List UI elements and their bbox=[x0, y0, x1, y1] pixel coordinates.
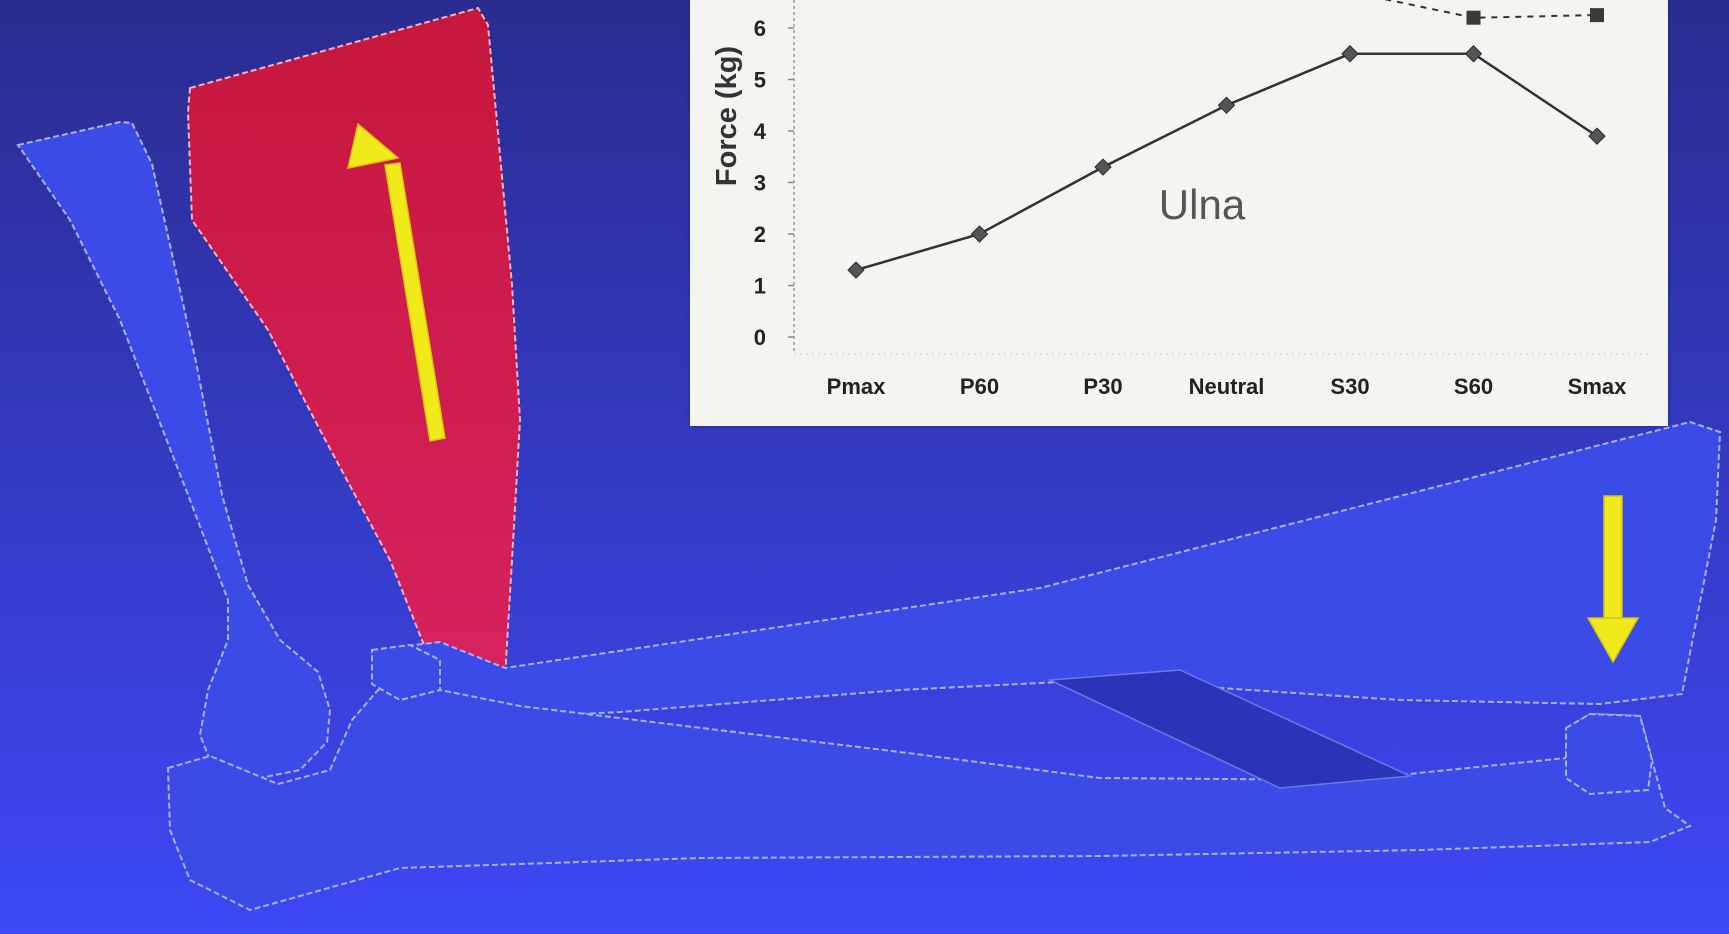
diamond-point bbox=[1341, 45, 1359, 63]
diamond-point bbox=[1464, 45, 1483, 63]
y-tick-label: 0 bbox=[754, 325, 766, 350]
radial-head bbox=[371, 643, 441, 702]
series-layer bbox=[847, 0, 1606, 279]
square-point bbox=[1466, 10, 1481, 25]
force-arrow-down-shaft bbox=[1603, 495, 1623, 621]
x-tick-label: S60 bbox=[1454, 374, 1493, 399]
dashed-series-line bbox=[1383, 0, 1598, 19]
chart-panel: 0 1 2 3 4 5 6 Pmax P60 P30 Neutral S30 S60 Smax Forc… bbox=[690, 0, 1668, 426]
y-tick-label: 4 bbox=[754, 119, 767, 144]
y-tick-label: 5 bbox=[754, 68, 766, 93]
x-ticks: Pmax P60 P30 Neutral S30 S60 Smax bbox=[827, 374, 1627, 399]
ulna-annotation: Ulna bbox=[1159, 181, 1246, 228]
diamond-point bbox=[1217, 96, 1236, 114]
force-arrow-up bbox=[347, 122, 446, 442]
square-point bbox=[1590, 8, 1604, 23]
diamond-point bbox=[1094, 158, 1112, 176]
force-arrow-down bbox=[1586, 495, 1640, 664]
y-tick-label: 3 bbox=[754, 171, 766, 196]
force-chart: 0 1 2 3 4 5 6 Pmax P60 P30 Neutral S30 S60 Smax Forc… bbox=[711, 0, 1650, 399]
y-tick-label: 2 bbox=[754, 222, 766, 247]
force-arrow-down-head bbox=[1586, 617, 1640, 664]
ulna-head bbox=[1565, 712, 1654, 796]
y-axis-title: Force (kg) bbox=[711, 46, 743, 186]
diamond-point bbox=[847, 261, 865, 279]
y-tick-label: 1 bbox=[754, 274, 766, 299]
y-ticks: 0 1 2 3 4 5 6 bbox=[754, 16, 794, 350]
force-arrow-up-shaft bbox=[384, 162, 446, 442]
force-arrow-up-head bbox=[347, 122, 400, 169]
interosseous-membrane bbox=[1047, 669, 1413, 789]
x-tick-label: Neutral bbox=[1189, 374, 1265, 399]
diamond-point bbox=[970, 225, 989, 243]
x-tick-label: Pmax bbox=[827, 374, 886, 399]
y-tick-label: 6 bbox=[754, 16, 766, 41]
humerus bbox=[16, 120, 332, 782]
x-tick-label: Smax bbox=[1568, 374, 1627, 399]
x-tick-label: P30 bbox=[1083, 374, 1122, 399]
diamond-point bbox=[1588, 127, 1606, 145]
solid-series-line bbox=[855, 52, 1598, 272]
x-tick-label: P60 bbox=[960, 374, 999, 399]
x-tick-label: S30 bbox=[1330, 374, 1369, 399]
